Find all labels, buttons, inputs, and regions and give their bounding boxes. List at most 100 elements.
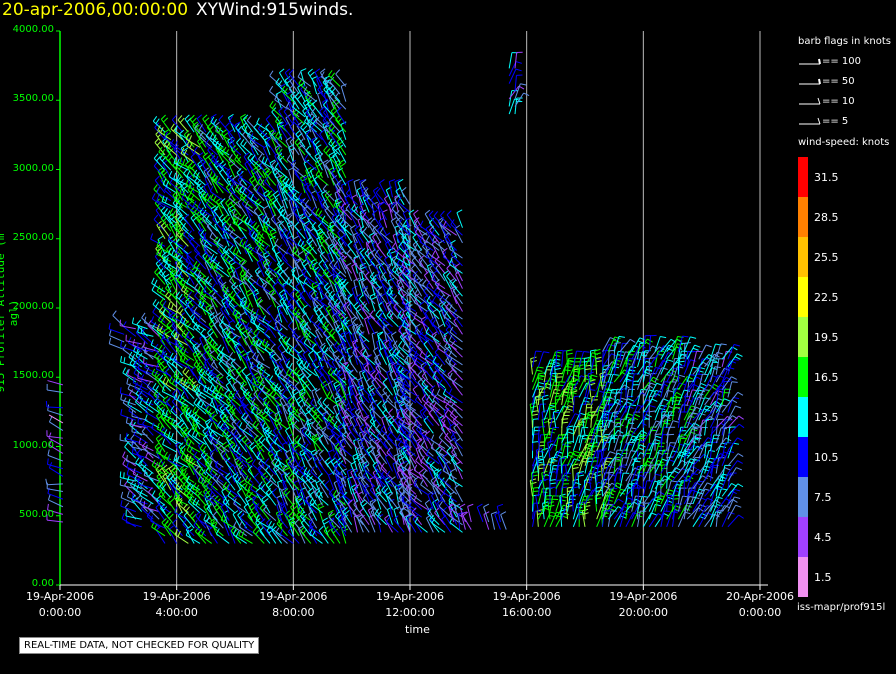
wind-barb — [234, 459, 242, 476]
wind-barb-flag — [333, 341, 338, 347]
wind-barb — [265, 119, 277, 133]
wind-barb-flag — [182, 356, 186, 363]
wind-barb — [244, 244, 259, 255]
wind-barb-flag — [186, 475, 190, 482]
wind-barb-flag — [241, 214, 246, 220]
wind-barb — [246, 494, 259, 506]
wind-barb-flag — [198, 315, 202, 322]
wind-barb — [228, 395, 242, 407]
wind-barb — [202, 156, 213, 171]
wind-barb-flag — [249, 441, 255, 447]
wind-barb-flag — [228, 352, 234, 358]
wind-barb — [210, 198, 224, 209]
wind-barb-flag — [180, 426, 186, 431]
wind-barb-flag — [259, 233, 264, 240]
wind-barb-flag — [235, 419, 241, 425]
wind-barb — [198, 320, 212, 331]
wind-barb-flag — [203, 232, 207, 239]
wind-barb-flag — [263, 504, 268, 511]
wind-barb-flag — [228, 113, 234, 118]
wind-barb — [196, 217, 207, 232]
wind-barb-flag — [168, 376, 173, 383]
wind-barb-flag — [189, 114, 195, 120]
wind-barb-flag — [177, 226, 182, 232]
wind-barb — [215, 146, 230, 156]
wind-barb — [253, 439, 265, 453]
wind-barb-flag — [137, 363, 140, 370]
wind-barb — [215, 315, 224, 331]
wind-barb-flag — [204, 474, 210, 480]
wind-barb — [193, 364, 207, 377]
wind-barb-flag — [315, 208, 320, 214]
wind-barb-flag — [172, 210, 177, 217]
wind-barb-flag — [182, 367, 187, 373]
wind-barb — [236, 438, 248, 453]
wind-barb-flag — [249, 342, 256, 348]
wind-barb-flag — [247, 485, 251, 492]
wind-barb — [133, 373, 148, 383]
wind-barb-flag — [205, 459, 210, 465]
wind-barb-flag — [204, 344, 209, 351]
wind-barb-flag — [245, 269, 250, 275]
wind-barb — [191, 321, 207, 331]
wind-barb — [198, 305, 212, 316]
wind-barb — [202, 354, 213, 369]
wind-barb-flag — [136, 449, 141, 455]
wind-barb — [215, 161, 230, 171]
wind-barb — [174, 511, 189, 522]
wind-barb-flag — [178, 442, 184, 448]
wind-barb-flag — [269, 70, 274, 77]
wind-barb — [228, 197, 242, 209]
wind-barb-flag — [184, 114, 190, 120]
wind-barb-flag — [221, 163, 227, 169]
wind-barb-flag — [176, 158, 180, 165]
wind-barb-flag — [121, 512, 125, 519]
wind-barb — [126, 474, 142, 482]
wind-barb — [246, 135, 259, 148]
wind-barb-flag — [157, 125, 161, 131]
wind-barb-flag — [319, 296, 326, 302]
wind-barb — [263, 289, 277, 301]
wind-barb-flag — [122, 367, 126, 374]
wind-barb — [222, 228, 236, 240]
wind-barb — [160, 210, 172, 224]
wind-barb-flag — [233, 520, 237, 527]
wind-barb-flag — [120, 393, 123, 400]
wind-barb — [205, 372, 218, 384]
wind-barb-flag — [209, 132, 214, 139]
wind-barb-flag — [182, 448, 186, 455]
wind-barb — [180, 473, 195, 483]
wind-barb-flag — [203, 384, 207, 391]
wind-barb — [168, 277, 178, 293]
wind-barb-flag — [258, 340, 263, 347]
wind-barb-flag — [255, 437, 261, 443]
wind-barb-flag — [269, 289, 275, 294]
wind-barb — [223, 219, 236, 232]
wind-barb — [240, 402, 253, 415]
wind-barb-flag — [183, 381, 188, 388]
wind-barb — [162, 399, 172, 415]
wind-barb — [210, 441, 224, 453]
wind-barb — [327, 475, 335, 491]
wind-barb-flag — [176, 174, 180, 181]
wind-barb-flag — [256, 407, 260, 414]
wind-barb-flag — [318, 505, 325, 510]
wind-barb — [266, 529, 277, 544]
wind-barb-flag — [235, 290, 241, 296]
wind-barb-flag — [222, 253, 228, 259]
wind-barb-flag — [221, 413, 226, 420]
wind-barb-flag — [221, 129, 227, 134]
wind-barb-flag — [161, 251, 168, 257]
wind-barb-flag — [183, 279, 187, 286]
wind-barb — [154, 355, 166, 369]
wind-barb-flag — [304, 154, 309, 160]
wind-barb-flag — [244, 483, 248, 490]
wind-barb-flag — [196, 343, 202, 348]
wind-barb-flag — [215, 125, 219, 132]
wind-barb — [245, 419, 259, 430]
wind-barb-flag — [202, 213, 208, 219]
wind-barb-flag — [251, 139, 256, 145]
wind-barb-flag — [157, 437, 164, 442]
wind-barb-flag — [215, 156, 219, 162]
